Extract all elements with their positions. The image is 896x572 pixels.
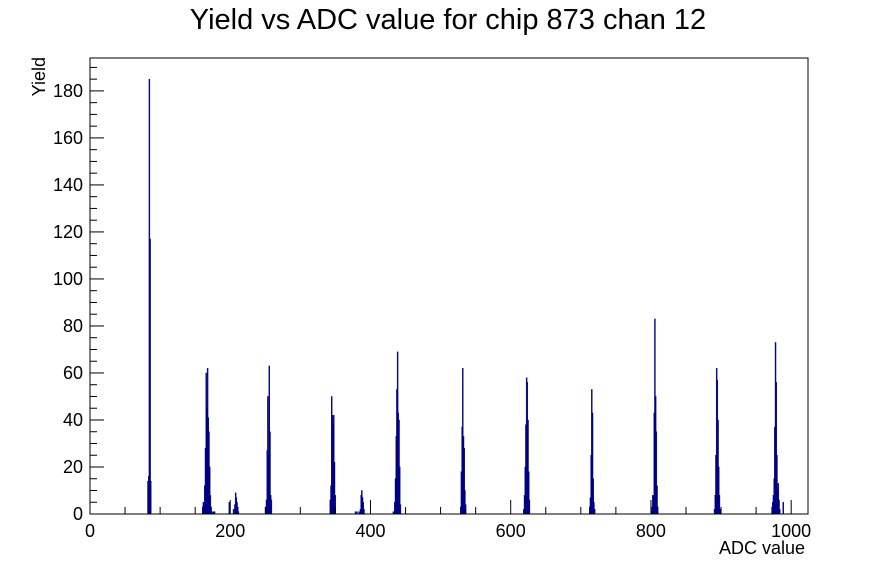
histogram-bar bbox=[782, 502, 784, 515]
x-tick-label: 0 bbox=[85, 521, 95, 541]
x-tick-label: 400 bbox=[355, 521, 385, 541]
y-tick-label: 140 bbox=[53, 175, 83, 195]
histogram-bar bbox=[779, 509, 781, 515]
y-tick-label: 20 bbox=[63, 457, 83, 477]
histogram-bar bbox=[232, 509, 235, 515]
y-axis-label: Yield bbox=[29, 57, 49, 96]
chart-title: Yield vs ADC value for chip 873 chan 12 bbox=[190, 4, 706, 36]
axes: 0 200 400 600 800 1000 0 20 40 60 80 100 120 140 160 18… bbox=[53, 57, 811, 541]
x-axis-label: ADC value bbox=[719, 538, 805, 558]
y-tick-label: 180 bbox=[53, 81, 83, 101]
y-tick-label: 40 bbox=[63, 410, 83, 430]
histogram-bar bbox=[399, 504, 402, 515]
x-tick-label: 200 bbox=[215, 521, 245, 541]
y-tick-label: 120 bbox=[53, 222, 83, 242]
histogram-bar bbox=[149, 238, 151, 515]
histogram-bars bbox=[147, 78, 784, 515]
plot-frame bbox=[89, 57, 809, 515]
x-tick-label: 600 bbox=[496, 521, 526, 541]
histogram-bar bbox=[150, 480, 152, 515]
y-tick-label: 60 bbox=[63, 363, 83, 383]
histogram-bar bbox=[593, 509, 596, 515]
x-tick-label: 800 bbox=[636, 521, 666, 541]
histogram-bar bbox=[363, 509, 365, 515]
histogram-bar bbox=[464, 504, 467, 515]
histogram-bar bbox=[528, 499, 531, 515]
y-tick-label: 160 bbox=[53, 128, 83, 148]
y-tick-label: 100 bbox=[53, 269, 83, 289]
x-tick-label: 1000 bbox=[771, 521, 811, 541]
y-tick-label: 0 bbox=[73, 504, 83, 524]
histogram-bar bbox=[228, 502, 231, 515]
histogram-bar bbox=[270, 499, 273, 515]
y-tick-label: 80 bbox=[63, 316, 83, 336]
histogram-bar bbox=[719, 509, 721, 515]
histogram-bar bbox=[657, 506, 659, 515]
